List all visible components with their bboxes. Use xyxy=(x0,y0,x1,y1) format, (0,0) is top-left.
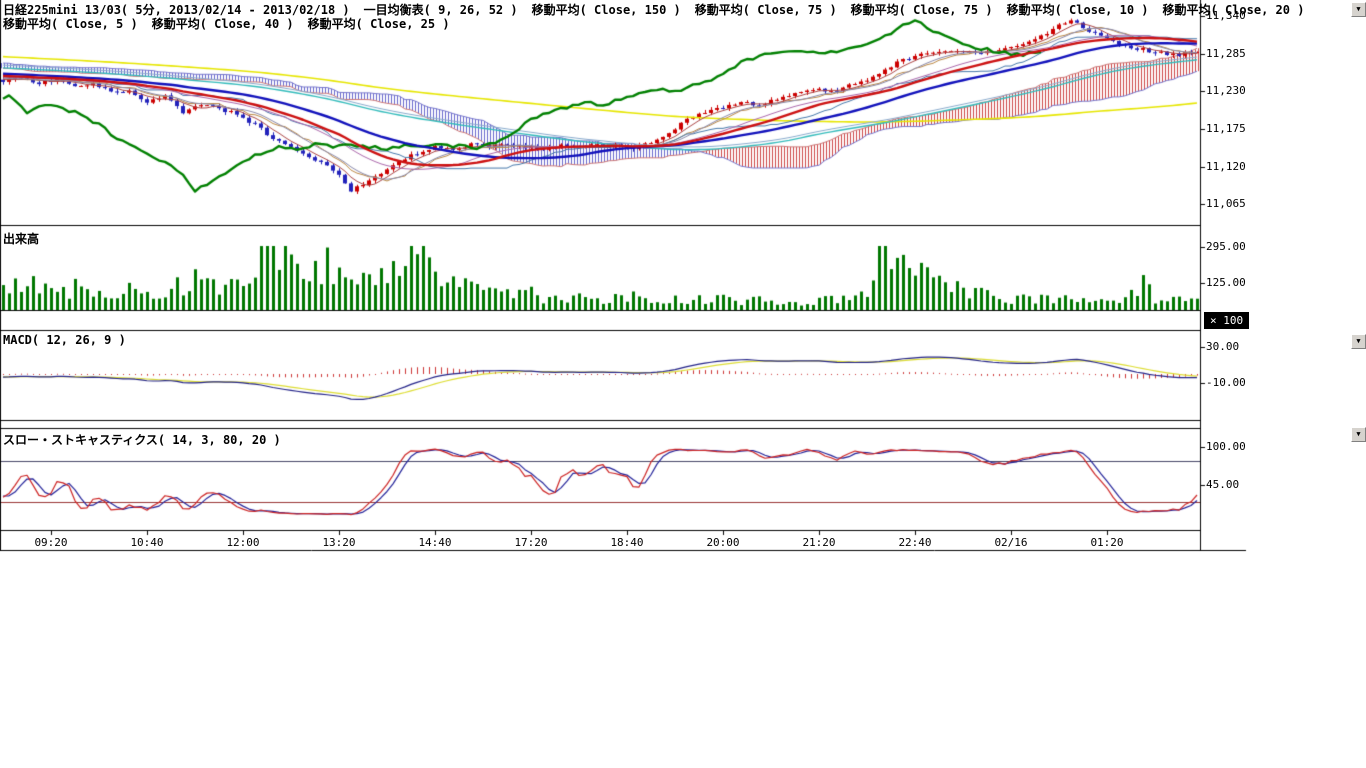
volume-pane-label: 出来高 xyxy=(3,232,40,246)
price-axis-label: 11,065 xyxy=(1206,197,1246,210)
indicator-label: 日経225mini 13/03( 5分, 2013/02/14 - 2013/0… xyxy=(3,3,350,17)
indicator-label: 移動平均( Close, 20 ) xyxy=(1162,3,1305,17)
indicator-label: 移動平均( Close, 40 ) xyxy=(151,17,294,31)
macd-pane-dropdown-button[interactable]: ▼ xyxy=(1351,334,1366,349)
chevron-down-icon: ▼ xyxy=(1356,5,1361,13)
time-axis-label: 01:20 xyxy=(1090,536,1124,549)
indicator-legend-row2: 移動平均( Close, 5 ) 移動平均( Close, 40 ) 移動平均( C… xyxy=(3,15,450,32)
time-axis-label: 14:40 xyxy=(418,536,452,549)
price-pane-dropdown-button[interactable]: ▼ xyxy=(1351,2,1366,17)
macd-pane-label: MACD( 12, 26, 9 ) xyxy=(3,333,126,347)
time-axis-label: 21:20 xyxy=(802,536,836,549)
price-axis-label: 11,120 xyxy=(1206,160,1246,173)
indicator-label: 移動平均( Close, 75 ) xyxy=(850,3,993,17)
price-axis-label: 11,175 xyxy=(1206,122,1246,135)
volume-axis-label: 125.00 xyxy=(1206,276,1246,289)
chevron-down-icon: ▼ xyxy=(1356,337,1361,345)
volume-multiplier-badge: × 100 xyxy=(1204,312,1250,329)
price-axis-label: 11,340 xyxy=(1206,9,1246,22)
chevron-down-icon: ▼ xyxy=(1356,430,1361,438)
price-axis-label: 11,285 xyxy=(1206,47,1246,60)
stoch-axis-label: 100.00 xyxy=(1206,440,1246,453)
time-axis-label: 22:40 xyxy=(898,536,932,549)
macd-axis-label: 30.00 xyxy=(1206,340,1240,353)
time-axis-label: 10:40 xyxy=(130,536,164,549)
indicator-legend-row1: 日経225mini 13/03( 5分, 2013/02/14 - 2013/0… xyxy=(3,1,1304,18)
time-axis-label: 18:40 xyxy=(610,536,644,549)
stoch-axis-label: 45.00 xyxy=(1206,478,1240,491)
volume-axis-label: 295.00 xyxy=(1206,240,1246,253)
time-axis-label: 13:20 xyxy=(322,536,356,549)
indicator-label: 移動平均( Close, 5 ) xyxy=(3,17,138,31)
stoch-pane-dropdown-button[interactable]: ▼ xyxy=(1351,427,1366,442)
indicator-label: 一目均衡表( 9, 26, 52 ) xyxy=(363,3,518,17)
indicator-label: 移動平均( Close, 75 ) xyxy=(694,3,837,17)
indicator-label: 移動平均( Close, 10 ) xyxy=(1006,3,1149,17)
time-axis-label: 02/16 xyxy=(994,536,1028,549)
stoch-pane-label: スロー・ストキャスティクス( 14, 3, 80, 20 ) xyxy=(3,433,281,447)
indicator-label: 移動平均( Close, 25 ) xyxy=(307,17,450,31)
price-axis-label: 11,230 xyxy=(1206,84,1246,97)
time-axis-label: 17:20 xyxy=(514,536,548,549)
indicator-label: 移動平均( Close, 150 ) xyxy=(531,3,681,17)
time-axis-label: 20:00 xyxy=(706,536,740,549)
macd-axis-label: -10.00 xyxy=(1206,376,1246,389)
time-axis-label: 09:20 xyxy=(34,536,68,549)
time-axis-label: 12:00 xyxy=(226,536,260,549)
